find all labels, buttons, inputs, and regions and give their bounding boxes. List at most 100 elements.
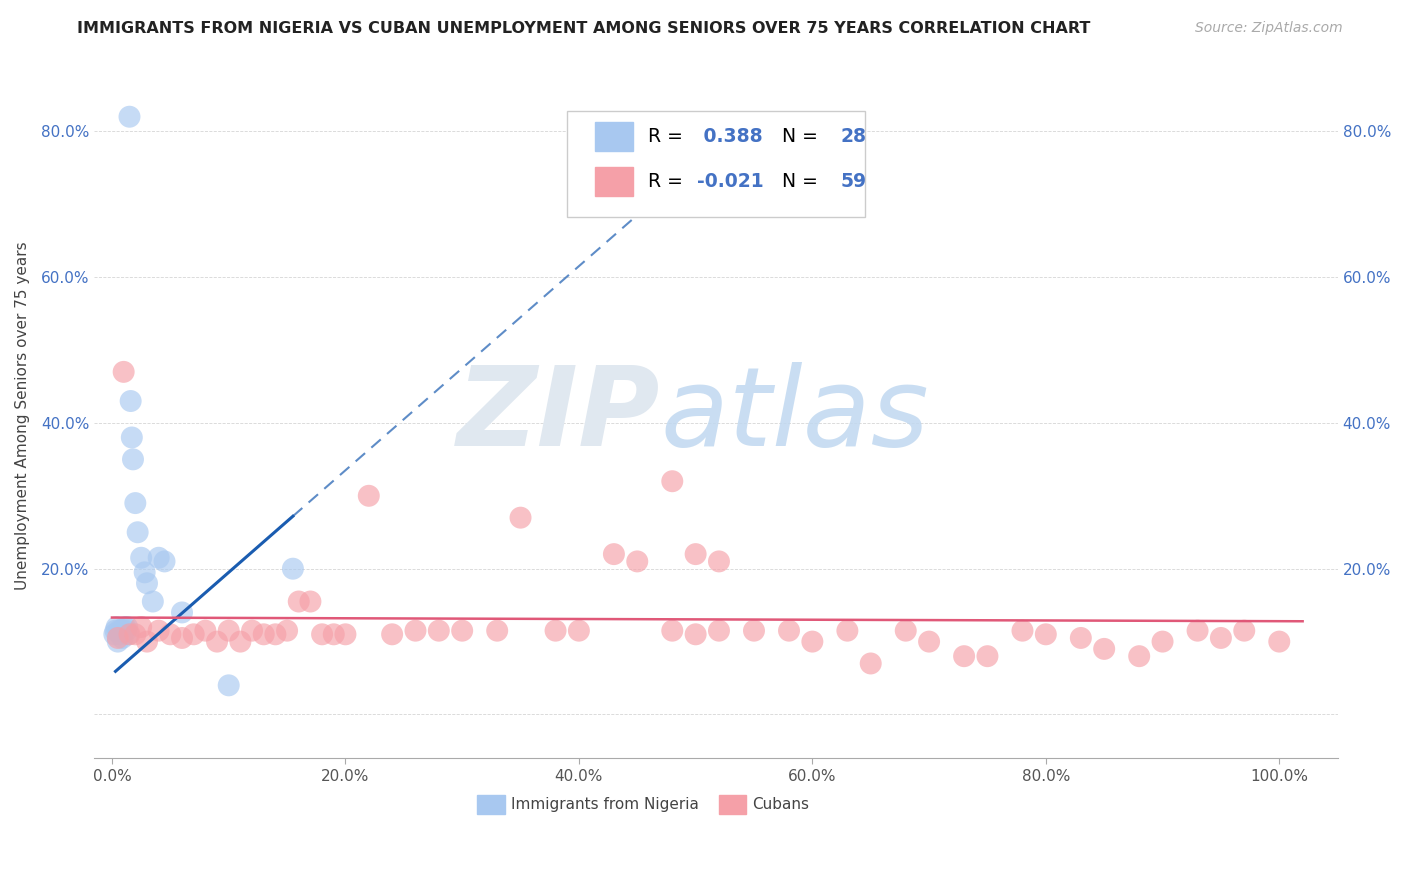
Point <box>287 594 309 608</box>
Point <box>1209 631 1232 645</box>
Text: Source: ZipAtlas.com: Source: ZipAtlas.com <box>1195 21 1343 35</box>
Text: -0.021: -0.021 <box>697 171 763 191</box>
Point <box>661 474 683 488</box>
Point <box>118 110 141 124</box>
Bar <box>478 796 505 814</box>
Point <box>357 489 380 503</box>
Point <box>170 631 193 645</box>
Point <box>148 624 170 638</box>
Point <box>1152 634 1174 648</box>
Point <box>129 550 152 565</box>
Point <box>1092 641 1115 656</box>
Point <box>626 554 648 568</box>
Text: atlas: atlas <box>659 362 929 469</box>
Point <box>568 624 591 638</box>
Point <box>134 566 156 580</box>
Point <box>405 624 427 638</box>
Point <box>118 627 141 641</box>
Text: 59: 59 <box>841 171 866 191</box>
Bar <box>596 167 633 195</box>
Point <box>1187 624 1209 638</box>
Point <box>183 627 205 641</box>
Point <box>685 627 707 641</box>
Point <box>427 624 450 638</box>
Point <box>281 562 304 576</box>
Point <box>707 554 730 568</box>
Point <box>112 624 135 638</box>
Point <box>115 620 138 634</box>
Point <box>509 510 531 524</box>
Text: N =: N = <box>769 171 824 191</box>
Point <box>661 624 683 638</box>
Point <box>1011 624 1033 638</box>
Point <box>124 627 146 641</box>
Point <box>253 627 276 641</box>
Point <box>110 624 132 638</box>
Point <box>335 627 357 641</box>
Point <box>105 620 128 634</box>
Text: R =: R = <box>648 127 689 146</box>
Point <box>148 550 170 565</box>
Point <box>1070 631 1092 645</box>
Point <box>778 624 800 638</box>
Point <box>486 624 509 638</box>
Point <box>918 634 941 648</box>
Text: Cubans: Cubans <box>752 797 808 813</box>
Point <box>837 624 859 638</box>
Point <box>311 627 333 641</box>
Point <box>107 631 129 645</box>
FancyBboxPatch shape <box>567 111 865 217</box>
Y-axis label: Unemployment Among Seniors over 75 years: Unemployment Among Seniors over 75 years <box>15 242 30 590</box>
Point <box>603 547 626 561</box>
Point <box>115 624 138 638</box>
Point <box>124 496 146 510</box>
Text: 28: 28 <box>841 127 866 146</box>
Point <box>194 624 217 638</box>
Point <box>114 620 136 634</box>
Bar <box>596 122 633 151</box>
Point <box>451 624 474 638</box>
Point <box>205 634 228 648</box>
Point <box>240 624 263 638</box>
Point <box>136 576 159 591</box>
Point <box>127 525 149 540</box>
Point <box>381 627 404 641</box>
Text: Immigrants from Nigeria: Immigrants from Nigeria <box>510 797 699 813</box>
Point <box>1268 634 1291 648</box>
Point <box>859 657 882 671</box>
Text: R =: R = <box>648 171 689 191</box>
Point <box>121 430 143 444</box>
Point <box>264 627 287 641</box>
Point <box>544 624 567 638</box>
Point <box>103 627 125 641</box>
Point <box>322 627 344 641</box>
Point <box>120 394 142 409</box>
Point <box>276 624 298 638</box>
Point <box>299 594 322 608</box>
Point <box>108 624 131 638</box>
Point <box>112 365 135 379</box>
Point <box>976 649 998 664</box>
Point <box>170 606 193 620</box>
Point <box>1035 627 1057 641</box>
Point <box>742 624 765 638</box>
Text: N =: N = <box>769 127 824 146</box>
Point <box>218 678 240 692</box>
Point <box>111 631 134 645</box>
Point <box>117 627 139 641</box>
Point <box>142 594 165 608</box>
Point <box>801 634 824 648</box>
Text: IMMIGRANTS FROM NIGERIA VS CUBAN UNEMPLOYMENT AMONG SENIORS OVER 75 YEARS CORREL: IMMIGRANTS FROM NIGERIA VS CUBAN UNEMPLO… <box>77 21 1091 36</box>
Text: 0.388: 0.388 <box>697 127 763 146</box>
Point <box>953 649 976 664</box>
Text: ZIP: ZIP <box>457 362 659 469</box>
Point <box>104 624 127 638</box>
Point <box>707 624 730 638</box>
Point <box>129 620 152 634</box>
Point <box>218 624 240 638</box>
Point <box>685 547 707 561</box>
Point <box>136 634 159 648</box>
Point <box>229 634 252 648</box>
Point <box>1233 624 1256 638</box>
Point <box>1128 649 1150 664</box>
